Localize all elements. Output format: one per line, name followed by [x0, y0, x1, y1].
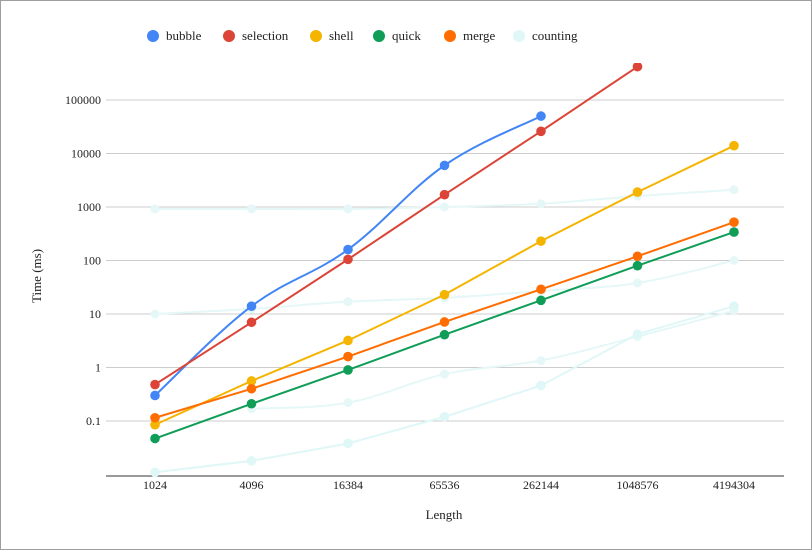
legend-label-bubble: bubble — [166, 28, 202, 43]
y-tick-label: 100000 — [65, 93, 101, 107]
data-point-quick — [439, 329, 450, 340]
legend: bubble selection shell quick merge counting — [147, 28, 578, 43]
data-point-shell — [150, 419, 160, 430]
y-tick-label: 0.1 — [86, 414, 101, 428]
data-point-counting — [729, 301, 739, 311]
data-point-merge — [536, 284, 546, 295]
data-point-shell — [632, 187, 643, 197]
x-tick-label: 16384 — [333, 478, 363, 492]
faint-series-point — [150, 309, 160, 319]
x-tick-label: 1048576 — [617, 478, 659, 492]
legend-marker-bubble — [147, 30, 159, 42]
faint-series-point — [536, 199, 546, 209]
data-point-counting — [246, 456, 257, 466]
data-point-selection — [150, 379, 160, 390]
legend-label-counting: counting — [532, 28, 578, 43]
data-point-counting — [150, 467, 160, 478]
y-tick-label: 100 — [83, 254, 101, 268]
x-axis-title: Length — [426, 507, 463, 522]
data-point-counting — [536, 380, 546, 391]
y-axis-title: Time (ms) — [29, 249, 44, 303]
y-tick-label: 1 — [95, 361, 101, 375]
legend-marker-quick — [373, 30, 385, 42]
data-point-counting — [439, 411, 450, 422]
legend-marker-shell — [310, 30, 322, 42]
x-tick-labels: 1024 4096 16384 65536 262144 1048576 4194304 — [143, 478, 755, 492]
data-point-merge — [439, 317, 450, 327]
data-point-bubble — [246, 301, 257, 311]
data-point-selection — [632, 63, 643, 72]
data-point-bubble — [536, 111, 546, 121]
y-tick-labels: 0.1 1 10 100 1000 10000 100000 — [65, 93, 101, 428]
faint-series-point — [536, 356, 546, 366]
faint-series-point — [343, 398, 353, 408]
faint-series-line — [251, 309, 735, 410]
legend-marker-merge — [444, 30, 456, 42]
data-point-merge — [150, 412, 160, 423]
faint-series-point — [440, 369, 449, 379]
faint-series-point — [729, 256, 739, 265]
data-point-quick — [536, 295, 546, 306]
data-point-merge — [729, 217, 739, 227]
data-point-shell — [729, 140, 739, 151]
data-point-bubble — [150, 390, 160, 401]
data-point-selection — [536, 126, 546, 137]
y-tick-label: 10 — [89, 307, 101, 321]
data-point-shell — [246, 376, 257, 386]
faint-series-point — [343, 204, 353, 214]
faint-series-point — [440, 202, 449, 212]
x-tick-label: 4194304 — [713, 478, 755, 492]
data-point-merge — [343, 351, 353, 362]
x-tick-label: 262144 — [523, 478, 559, 492]
data-point-quick — [343, 365, 353, 375]
legend-label-quick: quick — [392, 28, 421, 43]
faint-series-point — [247, 204, 256, 214]
x-tick-label: 4096 — [240, 478, 264, 492]
series-line-shell — [154, 144, 735, 426]
legend-marker-selection — [223, 30, 235, 42]
y-tick-label: 10000 — [71, 147, 101, 161]
legend-marker-counting — [513, 30, 525, 42]
data-point-quick — [150, 433, 160, 444]
data-point-shell — [439, 289, 450, 300]
data-point-quick — [246, 398, 257, 409]
data-point-selection — [439, 189, 450, 200]
legend-label-shell: shell — [329, 28, 354, 43]
data-point-quick — [729, 227, 739, 237]
legend-label-selection: selection — [242, 28, 289, 43]
series-line-selection — [154, 65, 639, 386]
x-tick-label: 65536 — [430, 478, 460, 492]
y-tick-label: 1000 — [77, 200, 101, 214]
faint-series-point — [343, 297, 353, 307]
legend-label-merge: merge — [463, 28, 495, 43]
data-point-bubble — [343, 244, 353, 255]
faint-series-point — [633, 278, 642, 288]
series-lines — [154, 65, 735, 474]
data-point-selection — [343, 254, 353, 265]
data-point-counting — [343, 438, 353, 449]
data-point-counting — [632, 329, 643, 339]
data-point-merge — [246, 383, 257, 394]
faint-series-point — [729, 185, 739, 195]
data-point-merge — [632, 251, 643, 262]
data-point-quick — [632, 260, 643, 271]
data-point-bubble — [439, 160, 450, 171]
data-point-shell — [536, 236, 546, 246]
faint-series-point — [150, 204, 160, 214]
data-point-selection — [246, 317, 257, 328]
faint-series-line — [154, 259, 735, 315]
x-tick-label: 1024 — [143, 478, 167, 492]
series-points — [150, 63, 739, 478]
data-point-shell — [343, 335, 353, 346]
